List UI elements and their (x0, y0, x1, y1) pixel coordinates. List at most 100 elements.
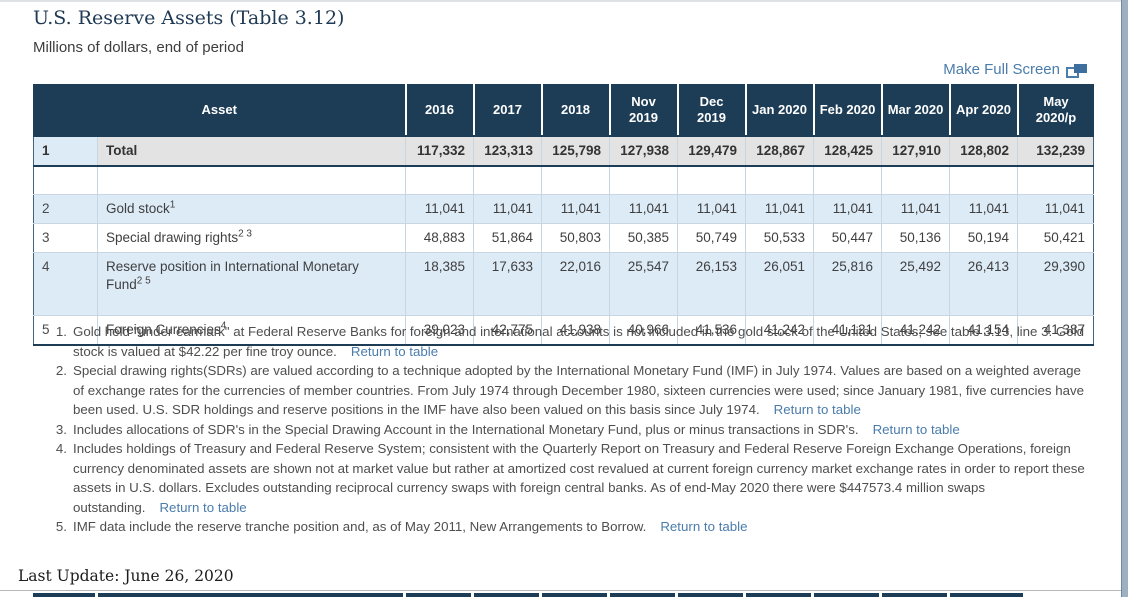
col-header-feb-2020: Feb 2020 (812, 84, 882, 137)
col-header-2017: 2017 (472, 84, 542, 137)
cell-value: 41,154 (949, 315, 1019, 346)
col-header-2016: 2016 (404, 84, 474, 137)
cell-value: 40,966 (609, 315, 679, 346)
cell-value: 26,413 (949, 252, 1019, 316)
cell-value: 11,041 (541, 194, 611, 224)
table-row-gold-stock: 2 Gold stock1 11,041 11,041 11,041 11,04… (33, 194, 1095, 224)
table-row-foreign-currencies: 5 Foreign Currencies4 39,023 42,775 41,9… (33, 315, 1095, 346)
row-number: 5 (33, 315, 98, 346)
cell-value: 50,533 (745, 223, 815, 253)
col-header-dec-2019: Dec 2019 (676, 84, 746, 137)
cell-value: 22,016 (541, 252, 611, 316)
footnote-ref: 1 (169, 199, 176, 211)
cell-value: 129,479 (677, 135, 747, 167)
cell-value: 127,910 (881, 135, 951, 167)
col-header-apr-2020: Apr 2020 (948, 84, 1018, 137)
footnote-number: 5. (55, 519, 67, 534)
cell-value: 26,051 (745, 252, 815, 316)
table-row-reserve-position-imf: 4 Reserve position in International Mone… (33, 252, 1095, 316)
row-label: Gold stock1 (96, 194, 407, 224)
cell-value: 51,864 (473, 223, 543, 253)
footnotes-section: 1. Gold held "under earmark" at Federal … (45, 322, 1095, 537)
cell-value: 127,938 (609, 135, 679, 167)
footnote-text: IMF data include the reserve tranche pos… (73, 519, 748, 534)
cell-value: 11,041 (1017, 194, 1095, 224)
footnote-ref: 4 (220, 320, 227, 332)
cell-value: 50,447 (813, 223, 883, 253)
top-divider (0, 0, 1128, 2)
right-edge-scrollbar[interactable] (1121, 0, 1128, 597)
cell-value: 29,390 (1017, 252, 1095, 316)
row-label: Total (96, 135, 407, 167)
cell-value: 25,492 (881, 252, 951, 316)
row-number: 2 (33, 194, 98, 224)
col-header-jan-2020: Jan 2020 (744, 84, 814, 137)
table-header-row: Asset 2016 2017 2018 Nov 2019 Dec 2019 Jan… (32, 84, 1094, 137)
row-number: 4 (33, 252, 98, 316)
row-number: 3 (33, 223, 98, 253)
page-subtitle: Millions of dollars, end of period (33, 39, 244, 56)
footnote-1: 1. Gold held "under earmark" at Federal … (45, 322, 1095, 361)
return-to-table-link[interactable]: Return to table (350, 343, 439, 359)
footnote-number: 2. (55, 363, 67, 378)
make-full-screen-link[interactable]: Make Full Screen (943, 61, 1088, 78)
cell-value: 11,041 (609, 194, 679, 224)
cell-value: 128,425 (813, 135, 883, 167)
cell-value: 50,385 (609, 223, 679, 253)
col-header-nov-2019: Nov 2019 (608, 84, 678, 137)
last-update-text: Last Update: June 26, 2020 (18, 567, 234, 585)
footnote-ref: 2 3 (238, 228, 252, 240)
return-to-table-link[interactable]: Return to table (872, 421, 960, 437)
footnote-text: Includes allocations of SDR's in the Spe… (73, 421, 960, 437)
cell-value: 50,803 (541, 223, 611, 253)
cell-value: 11,041 (745, 194, 815, 224)
row-number: 1 (33, 135, 98, 167)
make-full-screen-label: Make Full Screen (943, 61, 1060, 78)
col-header-asset: Asset (32, 84, 406, 137)
cell-value: 132,239 (1017, 135, 1095, 167)
cell-value: 48,883 (405, 223, 475, 253)
next-table-header-partial (33, 593, 1093, 597)
footnote-ref: 2 5 (136, 275, 151, 287)
cell-value: 11,041 (881, 194, 951, 224)
cell-value: 25,816 (813, 252, 883, 316)
cell-value: 41,387 (1017, 315, 1095, 346)
footnote-2: 2. Special drawing rights(SDRs) are valu… (45, 361, 1095, 420)
footnote-text: Special drawing rights(SDRs) are valued … (73, 363, 1085, 417)
cell-value: 11,041 (813, 194, 883, 224)
cell-value: 39,023 (405, 315, 475, 346)
footnote-number: 4. (55, 441, 67, 456)
footnote-text: Includes holdings of Treasury and Federa… (73, 441, 1085, 515)
row-label: Special drawing rights2 3 (96, 223, 407, 253)
cell-value: 41,242 (745, 315, 815, 346)
cell-value: 125,798 (541, 135, 611, 167)
cell-value: 26,153 (677, 252, 747, 316)
cell-value: 123,313 (473, 135, 543, 167)
footnote-3: 3. Includes allocations of SDR's in the … (45, 420, 1095, 440)
cell-value: 41,938 (541, 315, 611, 346)
table-row-special-drawing-rights: 3 Special drawing rights2 3 48,883 51,86… (33, 223, 1095, 253)
return-to-table-link[interactable]: Return to table (660, 519, 748, 534)
cell-value: 42,775 (473, 315, 543, 346)
cell-value: 117,332 (405, 135, 475, 167)
reserve-assets-table: Asset 2016 2017 2018 Nov 2019 Dec 2019 Jan… (32, 84, 1095, 346)
cell-value: 50,749 (677, 223, 747, 253)
table-spacer-row (33, 165, 1095, 195)
cell-value: 11,041 (677, 194, 747, 224)
cell-value: 50,421 (1017, 223, 1095, 253)
return-to-table-link[interactable]: Return to table (773, 402, 861, 417)
cell-value: 18,385 (405, 252, 475, 316)
cell-value: 128,867 (745, 135, 815, 167)
cell-value: 128,802 (949, 135, 1019, 167)
footnote-text: Gold held "under earmark" at Federal Res… (73, 324, 1084, 359)
cell-value: 17,633 (473, 252, 543, 316)
cell-value: 50,194 (949, 223, 1019, 253)
cell-value: 11,041 (473, 194, 543, 224)
col-header-may-2020p: May 2020/p (1016, 84, 1094, 137)
return-to-table-link[interactable]: Return to table (159, 499, 247, 515)
footnote-4: 4. Includes holdings of Treasury and Fed… (45, 439, 1095, 517)
fullscreen-expand-icon (1066, 62, 1088, 78)
cell-value: 11,041 (949, 194, 1019, 224)
footnote-5: 5. IMF data include the reserve tranche … (45, 517, 1095, 537)
row-label: Reserve position in International Moneta… (96, 252, 407, 316)
